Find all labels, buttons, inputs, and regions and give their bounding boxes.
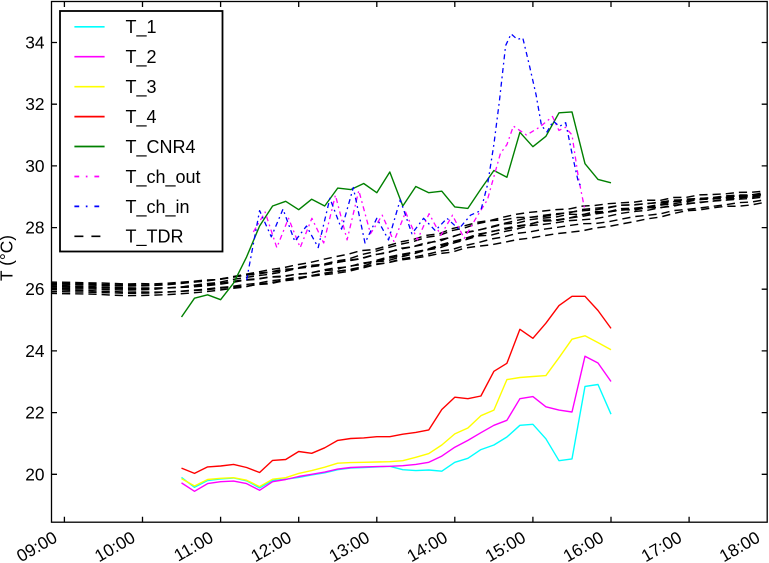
svg-text:T_ch_in: T_ch_in [126, 197, 190, 218]
svg-text:22: 22 [25, 403, 44, 423]
svg-text:T_4: T_4 [126, 107, 157, 128]
svg-text:20: 20 [25, 464, 44, 484]
svg-text:30: 30 [25, 156, 44, 176]
svg-text:26: 26 [25, 279, 44, 299]
svg-text:T (°C): T (°C) [0, 235, 17, 281]
svg-text:34: 34 [25, 33, 45, 53]
svg-text:T_2: T_2 [126, 47, 157, 68]
svg-text:T_3: T_3 [126, 77, 157, 98]
svg-text:T_ch_out: T_ch_out [126, 167, 201, 188]
svg-text:24: 24 [25, 341, 45, 361]
svg-text:T_TDR: T_TDR [126, 227, 184, 248]
svg-text:T_CNR4: T_CNR4 [126, 137, 196, 158]
svg-text:T_1: T_1 [126, 17, 157, 38]
svg-text:32: 32 [25, 94, 44, 114]
svg-text:28: 28 [25, 218, 44, 238]
